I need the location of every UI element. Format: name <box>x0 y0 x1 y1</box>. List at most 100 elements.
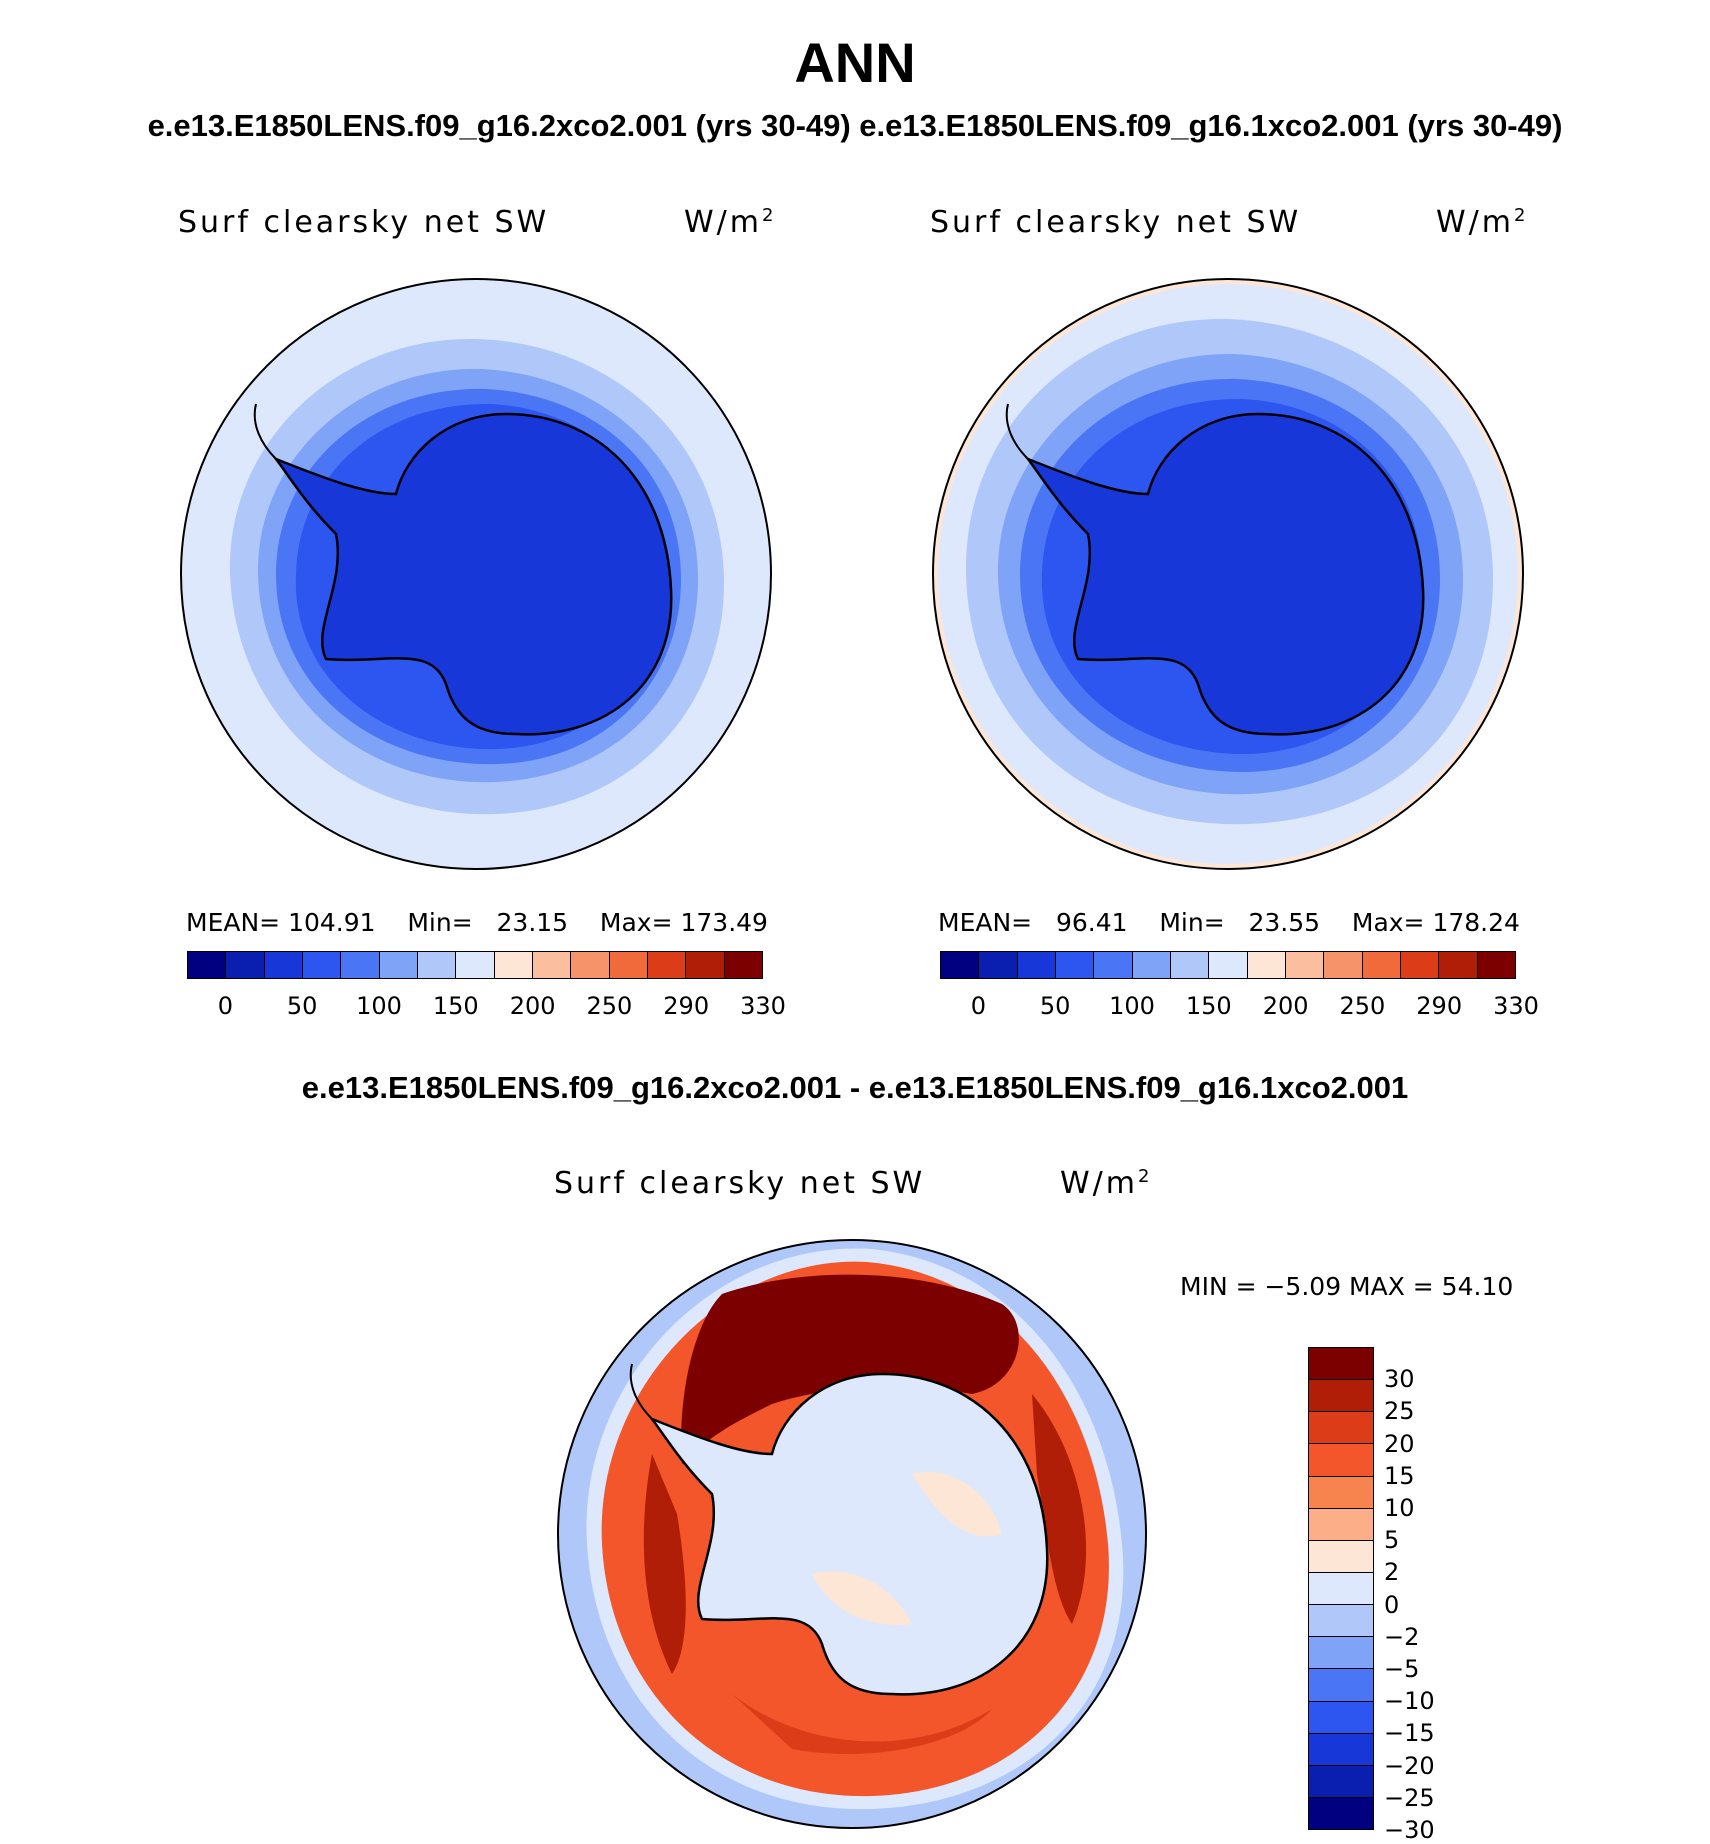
panel2-colorbar-label: 290 <box>1416 992 1463 1020</box>
diff-colorbar-label: −20 <box>1384 1751 1435 1780</box>
panel2-colorbar-box <box>1362 952 1401 978</box>
diff-colorbar-label: −30 <box>1384 1816 1435 1844</box>
diff-colorbar-label: −10 <box>1384 1687 1435 1716</box>
panel1-colorbar-label: 0 <box>217 992 234 1020</box>
diff-colorbar <box>1308 1347 1374 1830</box>
panel2-antarctica <box>1024 412 1425 736</box>
diff-colorbar-box <box>1309 1733 1373 1766</box>
panel2-colorbar-box <box>941 952 980 978</box>
panel2-colorbar <box>940 951 1516 979</box>
panel1-variable-title: Surf clearsky net SW <box>178 205 550 240</box>
panel1-colorbar-label: 200 <box>509 992 556 1020</box>
panel2-colorbar-box <box>1324 952 1363 978</box>
panel1-colorbar-box <box>302 952 342 978</box>
panel1-colorbar-box <box>686 952 725 978</box>
panel2-stats: MEAN= 96.41 Min= 23.55 Max= 178.24 <box>938 908 1520 937</box>
panel2-colorbar-box <box>1017 952 1056 978</box>
diff-variable-title: Surf clearsky net SW <box>554 1166 926 1201</box>
diff-colorbar-label: −15 <box>1384 1719 1435 1748</box>
panel1-colorbar-label: 250 <box>586 992 633 1020</box>
panel1-colorbar-label: 50 <box>286 992 318 1020</box>
panel2-colorbar-label: 100 <box>1109 992 1155 1020</box>
panel1-colorbar-box <box>647 952 687 978</box>
panel1-colorbar-box <box>532 952 572 978</box>
panel2-colorbar-box <box>1132 952 1171 978</box>
diff-polar-map <box>557 1239 1147 1829</box>
panel1-colorbar-label: 290 <box>663 992 710 1020</box>
diff-colorbar-box <box>1309 1797 1373 1830</box>
diff-colorbar-box <box>1309 1605 1373 1638</box>
panel1-colorbar <box>187 951 763 979</box>
diff-antarctica <box>648 1372 1049 1696</box>
diff-colorbar-label: 30 <box>1384 1365 1415 1394</box>
diff-units: W/m2 <box>1060 1166 1153 1201</box>
panel2-colorbar-box <box>979 952 1018 978</box>
diff-colorbar-label: 15 <box>1384 1461 1415 1490</box>
diff-colorbar-label: 10 <box>1384 1493 1415 1522</box>
panel2-colorbar-label: 50 <box>1039 992 1071 1020</box>
diff-colorbar-label: 0 <box>1384 1590 1400 1619</box>
diff-colorbar-box <box>1309 1540 1373 1573</box>
diff-colorbar-box <box>1309 1348 1373 1381</box>
panel2-colorbar-labels: 0 50 100 150 200 250 290 330 <box>940 992 1539 1022</box>
diff-colorbar-box <box>1309 1412 1373 1445</box>
panel1-colorbar-label: 100 <box>356 992 402 1020</box>
diff-colorbar-label: 25 <box>1384 1397 1415 1426</box>
panel2-colorbar-box <box>1477 952 1515 978</box>
panel1-colorbar-box <box>379 952 418 978</box>
diff-warming-maximum <box>681 1274 1019 1464</box>
panel2-colorbar-label: 150 <box>1185 992 1232 1020</box>
diff-colorbar-box <box>1309 1380 1373 1413</box>
diff-colorbar-label: −2 <box>1384 1622 1420 1651</box>
panel1-colorbar-labels: 0 50 100 150 200 250 290 330 <box>187 992 786 1022</box>
panel2-colorbar-label: 200 <box>1262 992 1309 1020</box>
panel1-antarctica <box>272 412 673 736</box>
panel2-colorbar-box <box>1055 952 1095 978</box>
diff-colorbar-box <box>1309 1669 1373 1702</box>
panel2-colorbar-label: 0 <box>970 992 987 1020</box>
panel1-stats: MEAN= 104.91 Min= 23.15 Max= 173.49 <box>186 908 768 937</box>
panel2-colorbar-box <box>1439 952 1478 978</box>
diff-colorbar-box <box>1309 1572 1373 1606</box>
panel2-colorbar-box <box>1209 952 1248 978</box>
diff-colorbar-box <box>1309 1637 1373 1670</box>
diff-colorbar-box <box>1309 1508 1373 1541</box>
diff-colorbar-box <box>1309 1444 1373 1477</box>
diff-colorbar-label: 2 <box>1384 1558 1400 1587</box>
panel1-colorbar-box <box>724 952 762 978</box>
panel2-colorbar-box <box>1285 952 1325 978</box>
panel2-colorbar-box <box>1247 952 1286 978</box>
panel2-units: W/m2 <box>1436 205 1529 240</box>
panel1-colorbar-box <box>264 952 303 978</box>
difference-subtitle: e.e13.E1850LENS.f09_g16.2xco2.001 - e.e1… <box>301 1070 1409 1105</box>
panel2-colorbar-box <box>1400 952 1440 978</box>
panel1-colorbar-box <box>417 952 457 978</box>
panel1-polar-map <box>180 278 772 870</box>
panel2-variable-title: Surf clearsky net SW <box>930 205 1302 240</box>
diff-min-max-stats: MIN = −5.09 MAX = 54.10 <box>1180 1272 1514 1301</box>
panel1-colorbar-box <box>456 952 495 978</box>
case-comparison-subtitle: e.e13.E1850LENS.f09_g16.2xco2.001 (yrs 3… <box>147 108 1563 143</box>
panel2-colorbar-label: 250 <box>1339 992 1386 1020</box>
panel2-polar-map <box>932 278 1524 870</box>
diff-colorbar-label: 20 <box>1384 1429 1415 1458</box>
panel1-colorbar-box <box>188 952 227 978</box>
diff-colorbar-label: −25 <box>1384 1783 1435 1812</box>
panel1-colorbar-box <box>571 952 610 978</box>
diff-colorbar-box <box>1309 1476 1373 1509</box>
panel2-colorbar-box <box>1094 952 1133 978</box>
panel1-colorbar-label: 330 <box>740 992 786 1020</box>
panel1-colorbar-box <box>609 952 648 978</box>
panel1-units: W/m2 <box>684 205 777 240</box>
diff-colorbar-box <box>1309 1701 1373 1734</box>
panel2-colorbar-box <box>1170 952 1210 978</box>
panel1-colorbar-box <box>226 952 265 978</box>
panel1-colorbar-box <box>494 952 533 978</box>
panel1-colorbar-label: 150 <box>432 992 479 1020</box>
diff-colorbar-box <box>1309 1765 1373 1798</box>
diff-colorbar-label: 5 <box>1384 1526 1400 1555</box>
panel1-colorbar-box <box>341 952 380 978</box>
diff-colorbar-label: −5 <box>1384 1654 1420 1683</box>
panel2-colorbar-label: 330 <box>1493 992 1539 1020</box>
figure-title: ANN <box>794 31 916 94</box>
